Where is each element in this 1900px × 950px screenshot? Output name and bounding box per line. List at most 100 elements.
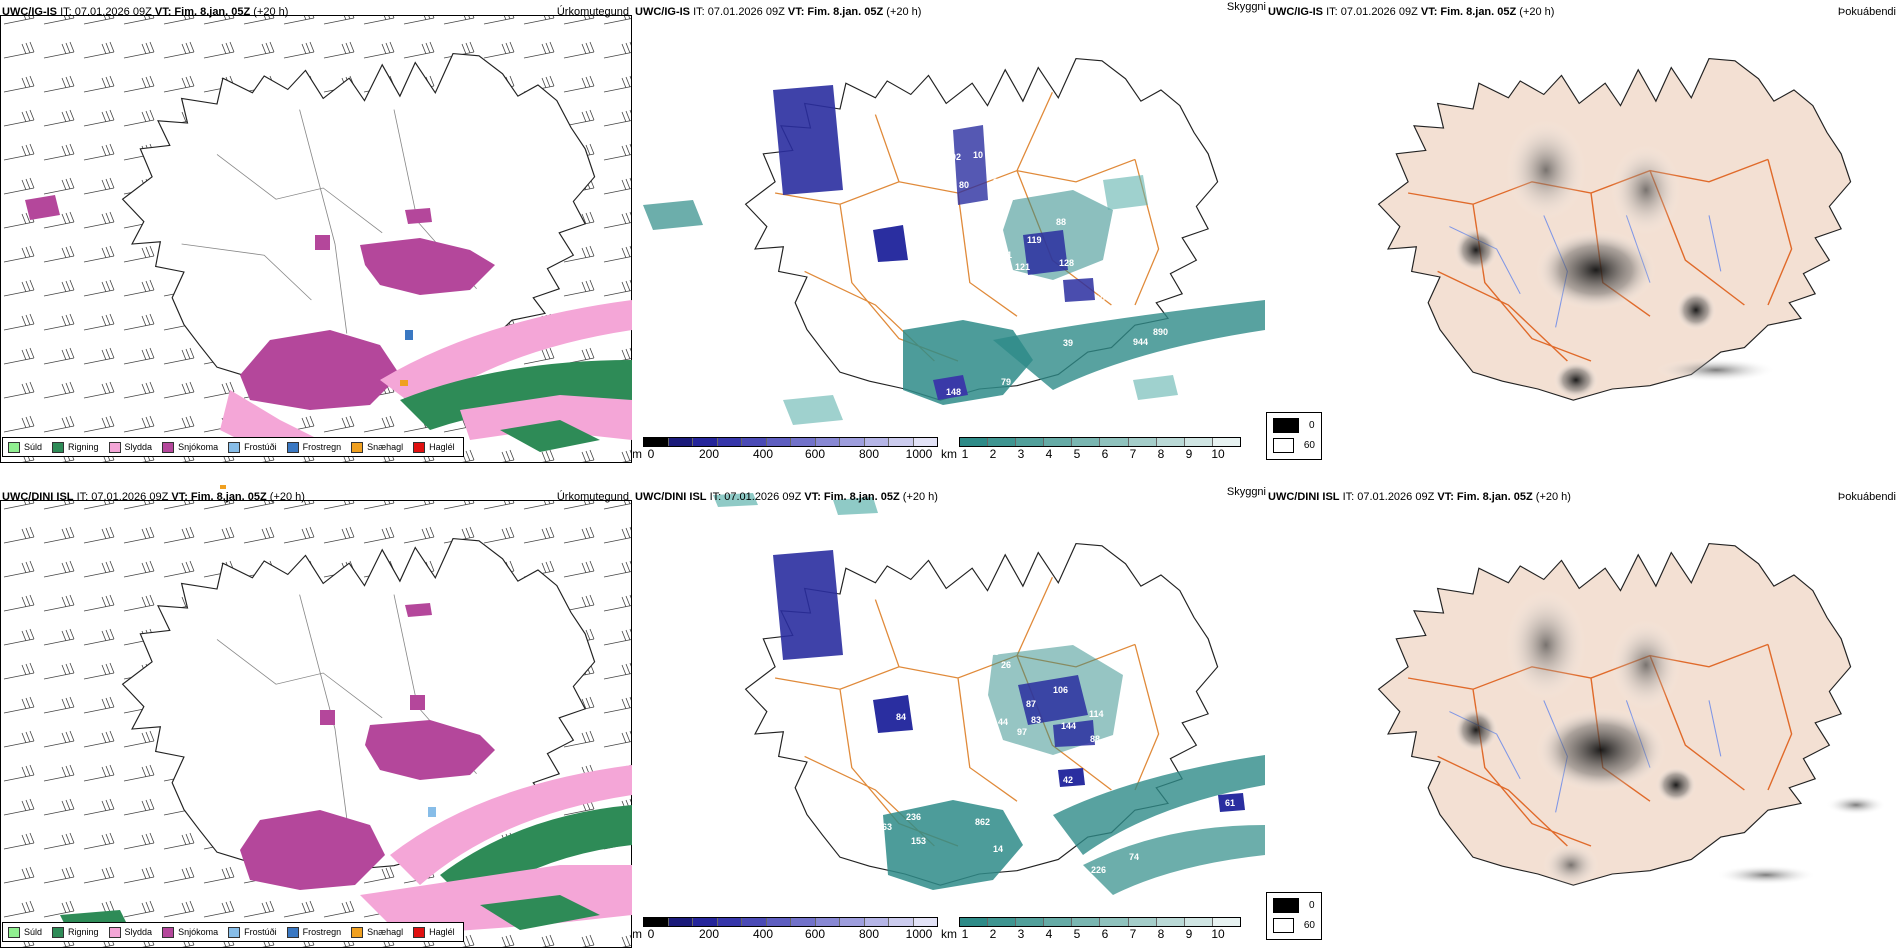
cbar-tick: 7: [1129, 447, 1137, 461]
legend-swatch: [286, 926, 299, 938]
vis-label: 74: [1129, 852, 1139, 862]
panel-kind-label: Þokuábendi: [1837, 491, 1896, 503]
cbar-tick: 6: [1101, 447, 1109, 461]
legend-item-rigning: Rigning: [52, 926, 99, 938]
legend-swatch: [351, 441, 364, 453]
cbar-tick: 0: [647, 447, 655, 461]
fog-legend-low: 0: [1309, 900, 1315, 911]
vis-label: 71: [1118, 262, 1128, 272]
legend-item-sudd: Súld: [8, 441, 42, 453]
vis-label: 78: [955, 662, 965, 672]
snow-areas: [25, 195, 495, 410]
visibility-shading: [643, 85, 1265, 425]
vis-label: 73: [947, 632, 957, 642]
legend-swatch: [228, 441, 241, 453]
cbar-tick: 8: [1157, 447, 1165, 461]
vis-label: 80: [1095, 294, 1105, 304]
vis-label: 165: [1001, 192, 1016, 202]
cbar-tick: 600: [804, 927, 826, 941]
precip-map: [0, 485, 632, 948]
fog-legend-high: 60: [1303, 920, 1315, 931]
legend-swatch: [8, 441, 20, 453]
panel-title: UWC/DINI ISL IT: 07.01.2026 09Z VT: Fim.…: [2, 491, 305, 503]
cbar-tick: 1000: [905, 447, 933, 461]
vis-label: 119: [1027, 235, 1042, 245]
vis-label: 121: [1015, 262, 1030, 272]
vis-label: 87: [1026, 699, 1036, 709]
legend-swatch: [52, 926, 65, 938]
vis-label: 10: [973, 150, 983, 160]
fog-legend: 0 60: [1266, 412, 1322, 460]
vis-label: 108: [967, 633, 982, 643]
visibility-map: 73 108 78 88 26 84 84 44 87 106 83 97 14…: [713, 493, 1265, 895]
cbar-tick: 4: [1045, 447, 1053, 461]
cbar-tick: 5: [1073, 447, 1081, 461]
cbar-unit: km: [941, 447, 957, 461]
precip-panel-bottom: UWC/DINI ISL IT: 07.01.2026 09Z VT: Fim.…: [0, 485, 633, 950]
cbar-tick: 10: [1211, 927, 1225, 941]
vis-label: 161: [997, 250, 1012, 260]
colorbar-height-m: m 0 200 400 600 800 1000: [633, 437, 938, 461]
legend-swatch: [108, 926, 121, 938]
cbar-tick: 3: [1017, 927, 1025, 941]
cbar-tick: 1000: [905, 927, 933, 941]
cbar-tick: 10: [1211, 447, 1225, 461]
panel-kind-label: Skyggni: [1226, 1, 1266, 13]
vis-label: 88: [1056, 217, 1066, 227]
panel-kind-label: Þokuábendi: [1837, 6, 1896, 18]
legend-swatch: [228, 926, 241, 938]
legend-item-sudd: Súld: [8, 926, 42, 938]
vis-label: 83: [1031, 715, 1041, 725]
cbar-tick: 9: [1185, 447, 1193, 461]
legend-swatch: [162, 441, 175, 453]
vis-label: 40: [1138, 248, 1148, 258]
cbar-tick: 400: [752, 927, 774, 941]
legend-swatch: [413, 926, 426, 938]
colorbar-visibility-km: km 1 2 3 4 5 6 7 8 9 10: [941, 917, 1241, 941]
legend-swatch: [108, 441, 121, 453]
vis-label: 84: [896, 712, 906, 722]
legend-swatch: [413, 441, 426, 453]
legend-item-frostregn: Frostregn: [286, 926, 341, 938]
vis-label: 80: [959, 180, 969, 190]
cbar-unit: km: [941, 927, 957, 941]
vis-label: 315: [1051, 839, 1066, 849]
vis-label: 92: [1109, 239, 1119, 249]
legend-item-frostudi: Frostúði: [228, 441, 277, 453]
vis-label: 9: [966, 235, 971, 245]
fog-swatch-white: [1273, 918, 1294, 933]
precip-map: [0, 15, 632, 463]
vis-label: 144: [1061, 721, 1076, 731]
visibility-value-labels: 73 108 78 88 26 84 84 44 87 106 83 97 14…: [877, 632, 1235, 875]
cbar-tick: 200: [698, 447, 720, 461]
cbar-tick: 9: [1185, 927, 1193, 941]
panel-title: UWC/IG-IS IT: 07.01.2026 09Z VT: Fim. 8.…: [2, 6, 289, 18]
cbar-tick: 600: [804, 447, 826, 461]
vis-label: 862: [975, 817, 990, 827]
vis-label: 106: [1053, 685, 1068, 695]
vis-label: 88: [1090, 734, 1100, 744]
cbar-tick: 5: [1073, 927, 1081, 941]
cbar-tick: 400: [752, 447, 774, 461]
vis-label: 42: [1063, 775, 1073, 785]
cbar-tick: 4: [1045, 927, 1053, 941]
panel-title: UWC/DINI ISL IT: 07.01.2026 09Z VT: Fim.…: [635, 491, 938, 503]
cbar-tick: 200: [698, 927, 720, 941]
vis-label: 14: [993, 844, 1003, 854]
legend-swatch: [52, 441, 65, 453]
legend-item-snjokoma: Snjókoma: [162, 926, 218, 938]
colorbar-height-m: m 0 200 400 600 800 1000: [633, 917, 938, 941]
vis-label: 102: [945, 247, 960, 257]
fog-panel-bottom: UWC/DINI ISL IT: 07.01.2026 09Z VT: Fim.…: [1266, 485, 1900, 950]
vis-label: 163: [877, 822, 892, 832]
panel-title: UWC/IG-IS IT: 07.01.2026 09Z VT: Fim. 8.…: [1268, 6, 1555, 18]
legend-item-snaehagl: Snæhagl: [351, 926, 403, 938]
vis-label: 128: [1059, 258, 1074, 268]
legend-swatch: [8, 926, 20, 938]
legend-item-haglel: Haglél: [413, 926, 455, 938]
fog-map: [1378, 543, 1886, 887]
panel-kind-label: Úrkomutegund: [556, 491, 629, 503]
legend-item-slydda: Slydda: [108, 441, 152, 453]
vis-label: 97: [1017, 727, 1027, 737]
legend-item-rigning: Rigning: [52, 441, 99, 453]
